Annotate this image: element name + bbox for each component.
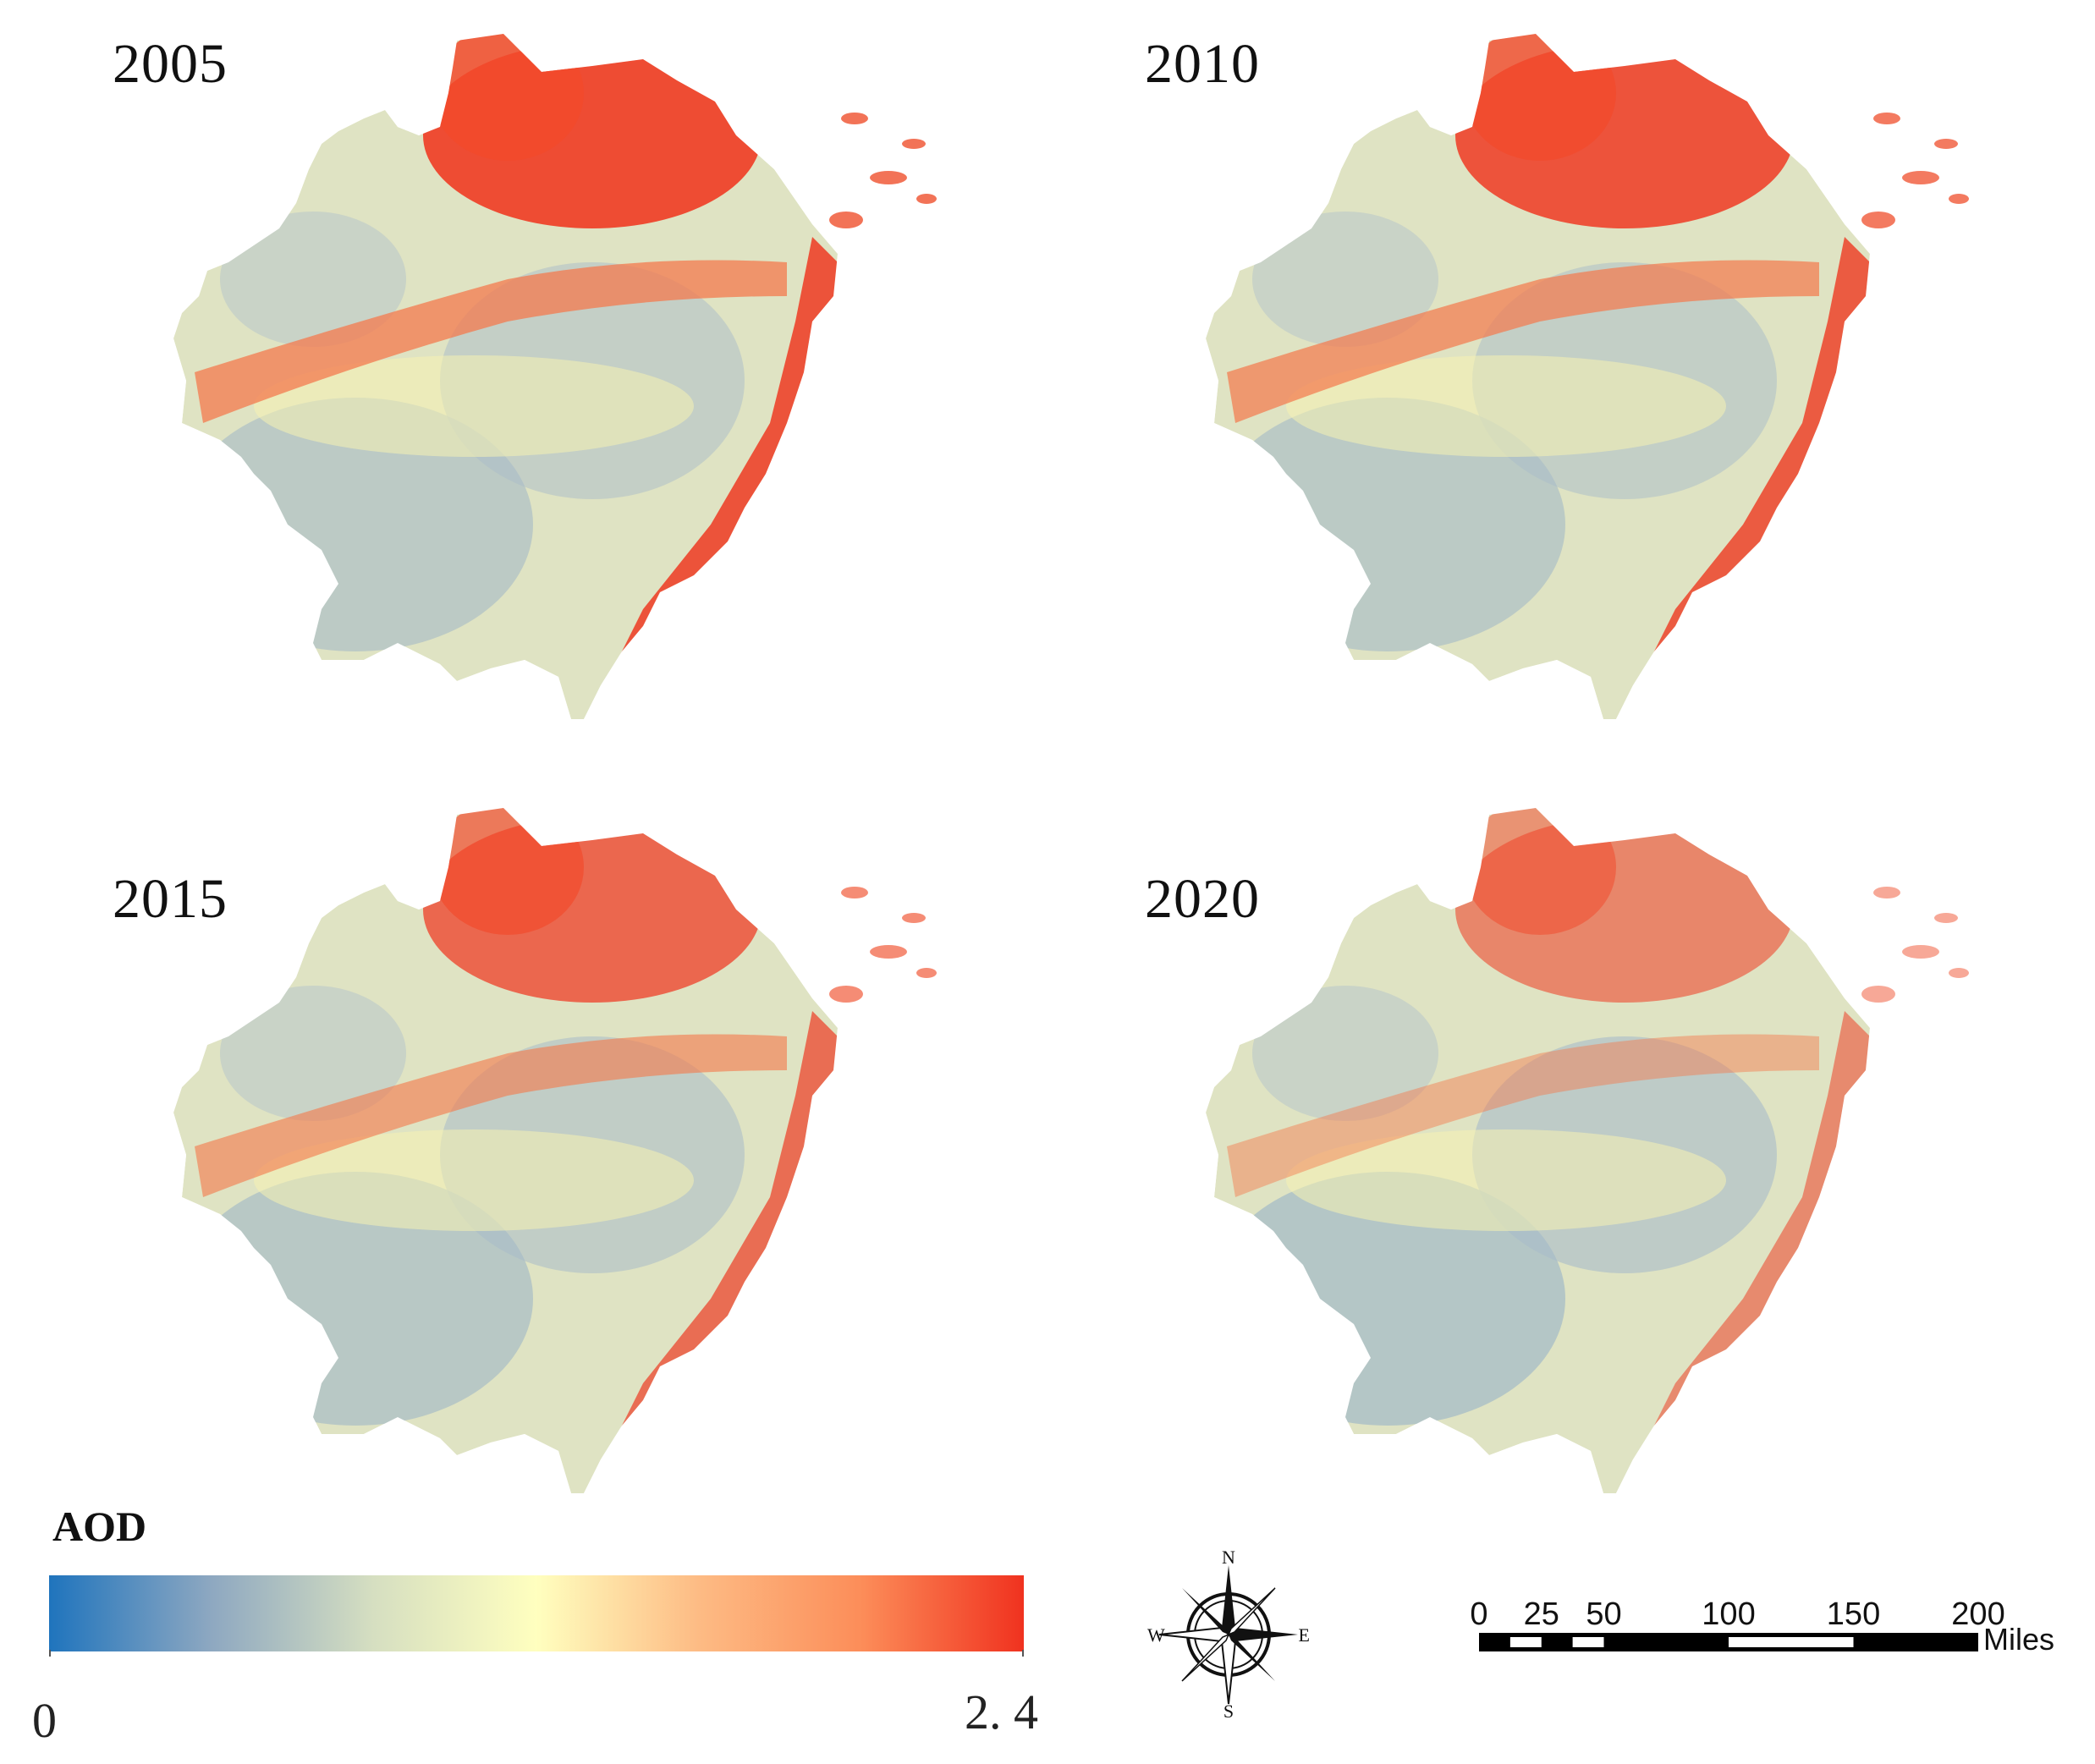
colorbar-max-label: 2. 4 <box>965 1684 1038 1739</box>
scale-tick-label: 200 <box>1951 1596 2004 1632</box>
year-label: 2020 <box>1145 868 1260 930</box>
scale-tick-label: 25 <box>1524 1596 1559 1632</box>
scale-tick-label: 50 <box>1586 1596 1621 1632</box>
scale-tick-label: 100 <box>1702 1596 1755 1632</box>
compass-w: W <box>1147 1624 1165 1646</box>
aod-map-2015 <box>173 808 937 1493</box>
year-label: 2015 <box>113 868 228 930</box>
compass-rose-icon: N S W E <box>1147 1550 1310 1719</box>
scale-unit-label: Miles <box>1983 1622 2054 1657</box>
year-label: 2005 <box>113 33 228 95</box>
scale-tick-label: 150 <box>1827 1596 1880 1632</box>
year-label: 2010 <box>1145 33 1260 95</box>
compass-e: E <box>1299 1624 1310 1646</box>
map-panel-2010: 2010 <box>1032 0 2080 778</box>
legend-title: AOD <box>52 1503 147 1550</box>
map-panel-2005: 2005 <box>0 0 1048 778</box>
map-panel-2020: 2020 <box>1032 774 2080 1552</box>
compass-s: S <box>1223 1701 1234 1719</box>
compass-n: N <box>1222 1550 1235 1568</box>
aod-map-2020 <box>1206 808 1969 1493</box>
scale-tick-label: 0 <box>1470 1596 1487 1632</box>
map-panel-2015: 2015 <box>0 774 1048 1552</box>
colorbar-min-label: 0 <box>32 1693 57 1748</box>
aod-colorbar <box>49 1575 1024 1657</box>
aod-map-2005 <box>173 34 937 719</box>
aod-map-2010 <box>1206 34 1969 719</box>
